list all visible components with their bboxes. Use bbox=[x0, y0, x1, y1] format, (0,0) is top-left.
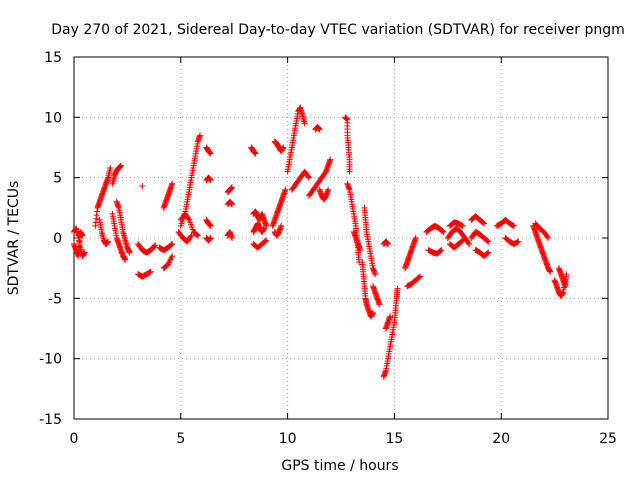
data-point bbox=[357, 247, 364, 254]
data-point bbox=[484, 237, 491, 244]
y-tick-label: -15 bbox=[39, 412, 62, 428]
data-point bbox=[544, 233, 551, 240]
data-point bbox=[458, 238, 465, 245]
data-point bbox=[151, 243, 158, 250]
data-point bbox=[139, 183, 146, 190]
data-point bbox=[485, 249, 492, 256]
axis-ticks: 0 5 10 15 20 25 -15 -10 -5 0 5 10 15 bbox=[39, 50, 617, 447]
data-point bbox=[417, 273, 424, 280]
data-point bbox=[370, 309, 377, 316]
grid bbox=[74, 57, 608, 419]
data-point bbox=[188, 232, 195, 239]
y-tick-label: -10 bbox=[39, 352, 62, 368]
data-point bbox=[372, 271, 379, 278]
data-points bbox=[71, 104, 570, 380]
chart-title: Day 270 of 2021, Sidereal Day-to-day VTE… bbox=[51, 22, 625, 38]
data-point bbox=[412, 235, 419, 241]
data-point bbox=[152, 242, 159, 249]
data-point bbox=[280, 144, 287, 151]
data-point bbox=[325, 186, 332, 193]
data-point bbox=[194, 231, 201, 238]
data-point bbox=[301, 120, 308, 127]
data-point bbox=[394, 285, 401, 292]
data-point bbox=[440, 228, 447, 235]
y-tick-label: 5 bbox=[53, 171, 62, 187]
data-point bbox=[207, 150, 214, 157]
data-point bbox=[194, 232, 201, 239]
data-point bbox=[126, 249, 133, 256]
data-point bbox=[252, 150, 259, 157]
data-point bbox=[563, 271, 570, 278]
data-point bbox=[147, 268, 154, 275]
data-point bbox=[81, 249, 88, 256]
data-point bbox=[547, 268, 554, 275]
data-point bbox=[545, 235, 552, 241]
data-point bbox=[169, 253, 176, 260]
data-point bbox=[229, 235, 236, 241]
y-tick-label: -5 bbox=[48, 291, 62, 307]
data-point bbox=[437, 247, 444, 254]
data-point bbox=[416, 274, 423, 281]
data-point bbox=[466, 241, 473, 248]
y-tick-label: 15 bbox=[44, 50, 62, 66]
data-point bbox=[282, 186, 289, 193]
x-tick-label: 15 bbox=[385, 431, 403, 447]
data-point bbox=[79, 232, 86, 239]
data-point bbox=[169, 241, 176, 248]
data-point bbox=[327, 156, 334, 163]
data-point bbox=[229, 184, 236, 191]
data-point bbox=[484, 250, 491, 257]
data-point bbox=[376, 301, 383, 308]
data-point bbox=[316, 126, 323, 133]
data-point bbox=[346, 168, 353, 175]
data-point bbox=[305, 174, 312, 181]
y-tick-label: 10 bbox=[44, 110, 62, 126]
data-point bbox=[187, 233, 194, 240]
data-point bbox=[207, 177, 214, 184]
data-point bbox=[278, 222, 285, 229]
data-point bbox=[105, 238, 112, 245]
data-point bbox=[438, 247, 445, 254]
data-point bbox=[485, 238, 492, 245]
data-point bbox=[262, 238, 269, 245]
data-point bbox=[207, 222, 214, 229]
data-point bbox=[465, 239, 472, 246]
x-tick-label: 25 bbox=[599, 431, 617, 447]
data-point bbox=[387, 313, 394, 320]
x-tick-label: 10 bbox=[279, 431, 297, 447]
data-point bbox=[261, 225, 268, 232]
data-point bbox=[384, 241, 391, 248]
x-axis-label: GPS time / hours bbox=[281, 458, 398, 474]
data-point bbox=[185, 215, 192, 222]
x-tick-label: 20 bbox=[492, 431, 510, 447]
data-point bbox=[117, 162, 124, 169]
data-point bbox=[459, 237, 466, 244]
x-tick-label: 5 bbox=[176, 431, 185, 447]
data-point bbox=[480, 219, 487, 226]
y-axis-label: SDTVAR / TECUs bbox=[6, 181, 22, 296]
data-point bbox=[439, 228, 446, 235]
data-point bbox=[197, 132, 204, 139]
data-point bbox=[122, 256, 129, 263]
data-point bbox=[511, 222, 518, 229]
data-point bbox=[515, 238, 522, 245]
y-tick-label: 0 bbox=[53, 231, 62, 247]
data-point bbox=[169, 180, 176, 187]
data-point bbox=[168, 241, 175, 248]
data-point bbox=[305, 173, 312, 180]
data-point bbox=[263, 237, 270, 244]
data-point bbox=[229, 201, 236, 208]
x-tick-label: 0 bbox=[70, 431, 79, 447]
data-point bbox=[459, 222, 466, 229]
data-point bbox=[207, 235, 214, 241]
data-point bbox=[481, 220, 488, 227]
data-point bbox=[107, 165, 114, 172]
